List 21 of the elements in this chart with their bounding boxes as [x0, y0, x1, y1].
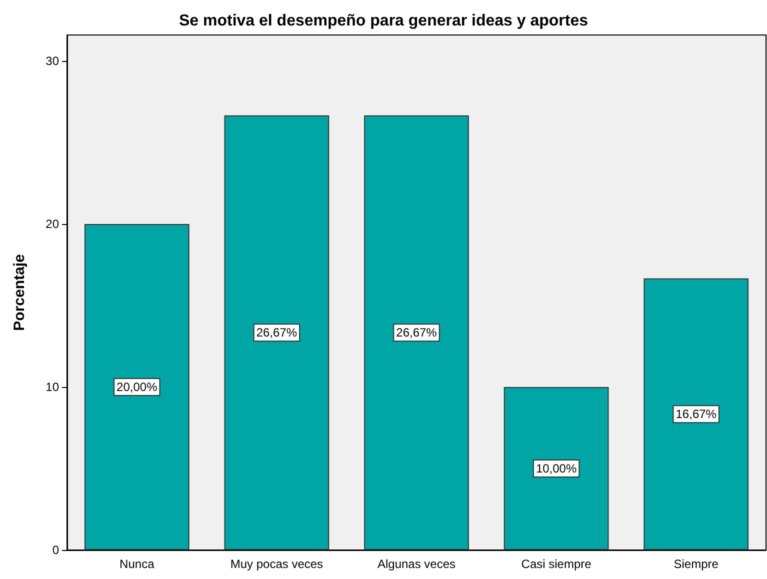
- y-tick-label: 0: [52, 543, 60, 557]
- data-label: 16,67%: [676, 407, 717, 422]
- x-tick-label: Casi siempre: [521, 557, 592, 571]
- x-tick-label: Algunas veces: [377, 557, 456, 571]
- x-tick-label: Muy pocas veces: [230, 557, 324, 571]
- y-tick-label: 20: [46, 217, 60, 232]
- data-label: 20,00%: [116, 380, 158, 394]
- bar: [84, 224, 190, 550]
- data-label: 26,67%: [256, 326, 298, 340]
- bar: [364, 115, 469, 550]
- x-tick-label: Nunca: [120, 557, 155, 571]
- bar: [504, 387, 609, 550]
- x-tick-label: Siempre: [674, 557, 719, 571]
- y-tick-label: 10: [46, 380, 60, 394]
- y-axis-title: Porcentaje: [11, 254, 28, 331]
- data-label: 26,67%: [396, 326, 438, 340]
- bar: [224, 115, 330, 550]
- bar: [644, 278, 749, 550]
- chart-title: Se motiva el desempeño para generar ideas y aportes: [178, 12, 588, 30]
- data-label: 10,00%: [536, 462, 577, 476]
- y-tick-label: 30: [46, 54, 60, 68]
